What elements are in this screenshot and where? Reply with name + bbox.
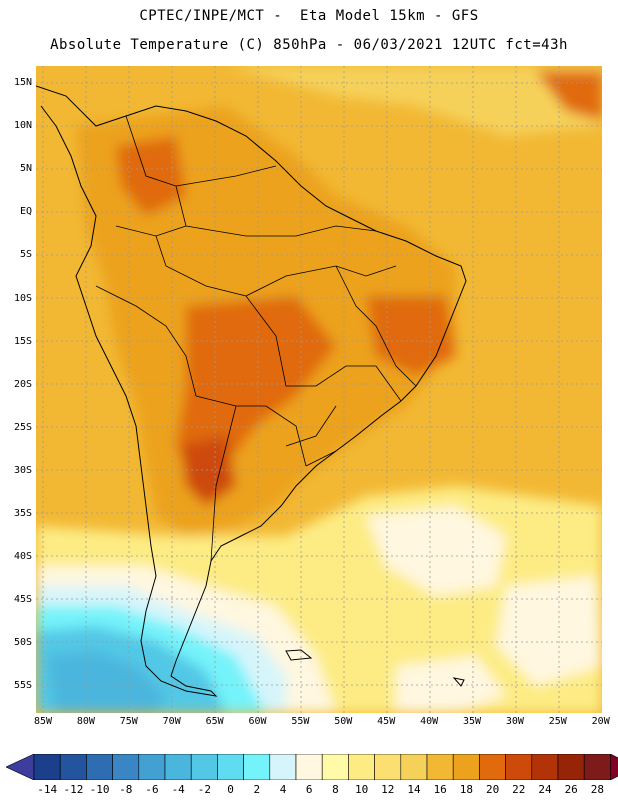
colorbar-label: 16 (433, 783, 447, 796)
colorbar-label: 10 (354, 783, 369, 796)
colorbar-label: 24 (538, 783, 552, 796)
lat-label: 10S (13, 292, 32, 304)
lat-label: 30S (13, 464, 32, 476)
field-patch-cream-1 (366, 506, 506, 596)
lat-label: 5S (19, 249, 32, 261)
field-hot-ne-brazil (366, 296, 456, 376)
colorbar-underflow (6, 754, 35, 780)
colorbar-swatch (112, 754, 140, 780)
colorbar-label: 14 (407, 783, 421, 796)
field-hot-ne (536, 71, 602, 121)
lat-label: 25S (13, 421, 32, 433)
lat-label: EQ (19, 206, 32, 218)
lon-label: 80W (76, 716, 95, 727)
lat-label: 55S (13, 680, 32, 692)
colorbar-label: -10 (89, 783, 110, 796)
colorbar-label: -12 (63, 783, 84, 796)
lon-label: 45W (377, 716, 396, 727)
colorbar-label: -4 (171, 783, 185, 796)
colorbar-label: 28 (590, 783, 605, 796)
colorbar-swatch (33, 754, 61, 780)
colorbar-swatch (59, 754, 87, 780)
colorbar-swatch (400, 754, 428, 780)
colorbar-overflow (610, 754, 618, 780)
colorbar-label: 20 (485, 783, 500, 796)
colorbar-swatch (164, 754, 192, 780)
lat-label: 15S (13, 335, 32, 347)
colorbar-label: 8 (332, 783, 339, 796)
lon-label: 20W (591, 716, 610, 727)
title-line-2: Absolute Temperature (C) 850hPa - 06/03/… (50, 37, 568, 53)
colorbar-swatch (321, 754, 349, 780)
colorbar-label: 18 (459, 783, 474, 796)
lat-label: 15N (13, 77, 32, 88)
lat-label: 45S (13, 594, 32, 606)
colorbar-swatch (479, 754, 506, 780)
colorbar-label: 22 (512, 783, 526, 796)
colorbar-label: -14 (37, 783, 58, 796)
lon-label: 55W (291, 716, 310, 727)
field-hot-andes-north (116, 136, 186, 216)
lon-label: 35W (462, 716, 482, 727)
lon-label: 30W (505, 716, 524, 727)
colorbar-label: 0 (227, 783, 234, 796)
colorbar-swatch (269, 754, 297, 780)
colorbar-swatch (531, 754, 559, 780)
lat-label: 5N (19, 163, 32, 175)
colorbar-label: -2 (197, 783, 212, 796)
field-patch-cream-2 (496, 576, 602, 686)
lon-label: 65W (205, 716, 224, 727)
colorbar-label: 4 (279, 783, 287, 796)
lat-label: 40S (13, 551, 32, 563)
title-line-1: CPTEC/INPE/MCT - Eta Model 15km - GFS (139, 8, 479, 24)
colorbar-swatch (138, 754, 166, 780)
colorbar-swatch (86, 754, 113, 780)
field-patch-cream-3 (396, 656, 506, 713)
colorbar-label: 26 (564, 783, 578, 796)
colorbar-swatch (557, 754, 585, 780)
lon-label: 50W (334, 716, 353, 727)
colorbar-swatch (348, 754, 375, 780)
lat-label: 50S (13, 637, 32, 649)
colorbar-swatch (505, 754, 533, 780)
country-borders (95, 115, 417, 562)
colorbar-label: 2 (253, 783, 261, 796)
field-hot-argentina (181, 436, 236, 506)
colorbar-swatch (452, 754, 480, 780)
graticule (36, 66, 602, 713)
colorbar-swatch (374, 754, 402, 780)
colorbar-label: -8 (119, 783, 133, 796)
lat-label: 20S (13, 378, 32, 390)
lat-label: 10N (13, 120, 32, 132)
lon-label: 25W (548, 716, 567, 727)
colorbar-swatch (190, 754, 218, 780)
colorbar (6, 754, 618, 780)
field-north-atlantic (226, 66, 602, 136)
lon-label: 60W (248, 716, 267, 727)
colorbar-label: 6 (305, 783, 313, 796)
field-south-deep (46, 651, 166, 713)
lon-label: 85W (33, 716, 53, 727)
map-panel[interactable] (36, 66, 602, 713)
colorbar-label: -6 (145, 783, 159, 796)
coastline (36, 85, 467, 697)
colorbar-swatch (217, 754, 244, 780)
lon-label: 40W (420, 716, 439, 727)
lat-label: 35S (13, 508, 32, 519)
lon-label: 70W (162, 716, 181, 727)
lon-label: 75W (119, 716, 138, 727)
colorbar-swatch (295, 754, 323, 780)
colorbar-label: 12 (381, 783, 395, 796)
colorbar-swatch (243, 754, 271, 780)
colorbar-swatch (426, 754, 454, 780)
temperature-map[interactable] (36, 66, 602, 713)
colorbar-swatch (583, 754, 611, 780)
